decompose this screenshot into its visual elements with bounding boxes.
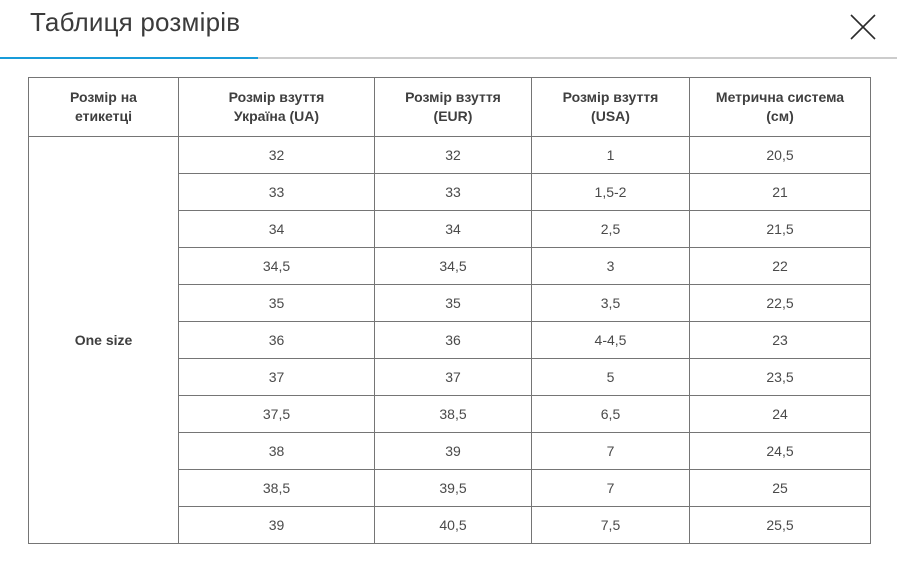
table-row: 34,5 34,5 3 22: [29, 247, 871, 285]
cell-ua: 34,5: [178, 247, 375, 285]
column-header-usa-line1: Розмір взуття: [562, 89, 659, 105]
table-row: 38,5 39,5 7 25: [29, 469, 871, 507]
table-row: 33 33 1,5-2 21: [29, 173, 871, 211]
cell-usa: 6,5: [531, 395, 690, 433]
cell-ua: 37: [178, 358, 375, 396]
cell-usa: 5: [531, 358, 690, 396]
size-chart-table: Розмір на етикетці Розмір взуття Україна…: [28, 77, 871, 544]
cell-cm: 23,5: [689, 358, 871, 396]
cell-cm: 25: [689, 469, 871, 507]
cell-usa: 1,5-2: [531, 173, 690, 211]
cell-eur: 34: [374, 210, 532, 248]
column-header-ua: Розмір взуття Україна (UA): [178, 77, 375, 137]
cell-eur: 40,5: [374, 506, 532, 544]
cell-eur: 34,5: [374, 247, 532, 285]
cell-usa: 4-4,5: [531, 321, 690, 359]
column-header-eur-line1: Розмір взуття: [405, 89, 501, 105]
cell-usa: 7: [531, 432, 690, 470]
cell-usa: 3,5: [531, 284, 690, 322]
cell-eur: 37: [374, 358, 532, 396]
column-header-eur-line2: (EUR): [433, 108, 473, 124]
cell-ua: 38: [178, 432, 375, 470]
column-header-label-line2: етикетці: [74, 108, 133, 124]
cell-eur: 35: [374, 284, 532, 322]
cell-eur: 39: [374, 432, 532, 470]
cell-usa: 7: [531, 469, 690, 507]
cell-cm: 22,5: [689, 284, 871, 322]
cell-eur: 32: [374, 136, 532, 174]
column-header-label-line1: Розмір на: [70, 89, 137, 105]
cell-ua: 32: [178, 136, 375, 174]
header-divider: [0, 57, 897, 59]
cell-eur: 36: [374, 321, 532, 359]
size-label-cell: One size: [28, 136, 179, 544]
cell-cm: 23: [689, 321, 871, 359]
cell-ua: 34: [178, 210, 375, 248]
page-title: Таблиця розмірів: [30, 7, 241, 37]
table-row: 37,5 38,5 6,5 24: [29, 395, 871, 433]
table-row: 35 35 3,5 22,5: [29, 284, 871, 322]
table-row: 36 36 4-4,5 23: [29, 321, 871, 359]
table-header-row: Розмір на етикетці Розмір взуття Україна…: [28, 77, 871, 137]
close-button[interactable]: [848, 12, 878, 42]
cell-cm: 21: [689, 173, 871, 211]
cell-usa: 1: [531, 136, 690, 174]
size-chart-table-container: Розмір на етикетці Розмір взуття Україна…: [28, 77, 897, 544]
cell-ua: 39: [178, 506, 375, 544]
cell-eur: 39,5: [374, 469, 532, 507]
close-icon: [850, 14, 876, 40]
cell-usa: 7,5: [531, 506, 690, 544]
size-chart-modal: Таблиця розмірів Розмір на етикетці: [0, 0, 897, 544]
cell-ua: 37,5: [178, 395, 375, 433]
cell-ua: 38,5: [178, 469, 375, 507]
header-divider-accent: [0, 57, 258, 59]
table-row: One size 32 32 1 20,5: [28, 136, 871, 544]
column-header-usa-line2: (USA): [591, 108, 630, 124]
table-row: 39 40,5 7,5 25,5: [29, 506, 871, 544]
cell-cm: 25,5: [689, 506, 871, 544]
cell-cm: 20,5: [689, 136, 871, 174]
cell-cm: 21,5: [689, 210, 871, 248]
column-header-label: Розмір на етикетці: [28, 77, 179, 137]
cell-ua: 36: [178, 321, 375, 359]
cell-eur: 38,5: [374, 395, 532, 433]
cell-usa: 3: [531, 247, 690, 285]
table-row: 37 37 5 23,5: [29, 358, 871, 396]
modal-header: Таблиця розмірів: [0, 0, 897, 57]
column-header-ua-line1: Розмір взуття: [228, 89, 325, 105]
column-header-metric: Метрична система (см): [689, 77, 871, 137]
table-row: 38 39 7 24,5: [29, 432, 871, 470]
cell-ua: 35: [178, 284, 375, 322]
column-header-metric-line2: (см): [766, 108, 794, 124]
cell-eur: 33: [374, 173, 532, 211]
cell-ua: 33: [178, 173, 375, 211]
cell-cm: 24,5: [689, 432, 871, 470]
cell-cm: 24: [689, 395, 871, 433]
column-header-eur: Розмір взуття (EUR): [374, 77, 532, 137]
cell-usa: 2,5: [531, 210, 690, 248]
column-header-metric-line1: Метрична система: [715, 89, 845, 105]
column-header-usa: Розмір взуття (USA): [531, 77, 690, 137]
cell-cm: 22: [689, 247, 871, 285]
column-header-ua-line2: Україна (UA): [233, 108, 320, 124]
